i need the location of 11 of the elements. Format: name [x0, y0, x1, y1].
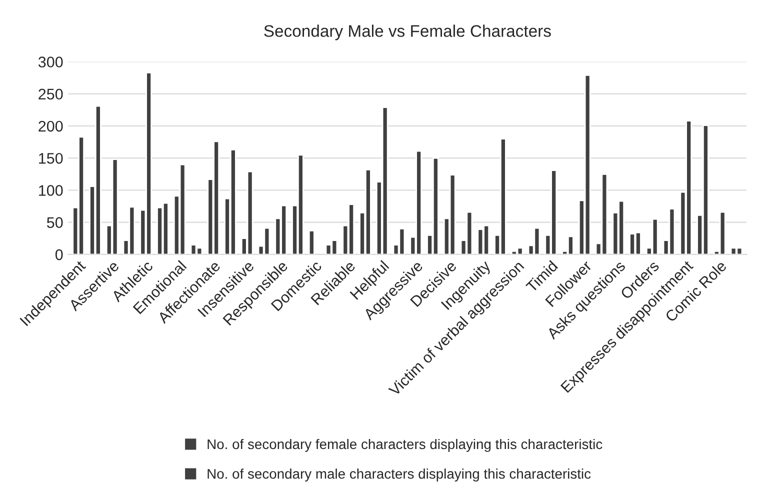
bar — [308, 230, 315, 254]
y-tick-label: 50 — [46, 217, 63, 228]
chart-title: Secondary Male vs Female Characters — [264, 24, 551, 40]
y-tick-label: 300 — [38, 56, 63, 68]
y-tick-label: 0 — [55, 249, 63, 260]
y-tick-label: 200 — [38, 120, 63, 132]
legend-label: No. of secondary female characters displaying this characteristic — [208, 438, 602, 452]
legend-label: No. of secondary male characters displaying this characteristic — [208, 468, 591, 482]
y-tick-label: 250 — [38, 88, 63, 100]
y-tick-label: 150 — [39, 152, 63, 164]
y-tick-label: 100 — [39, 185, 63, 196]
